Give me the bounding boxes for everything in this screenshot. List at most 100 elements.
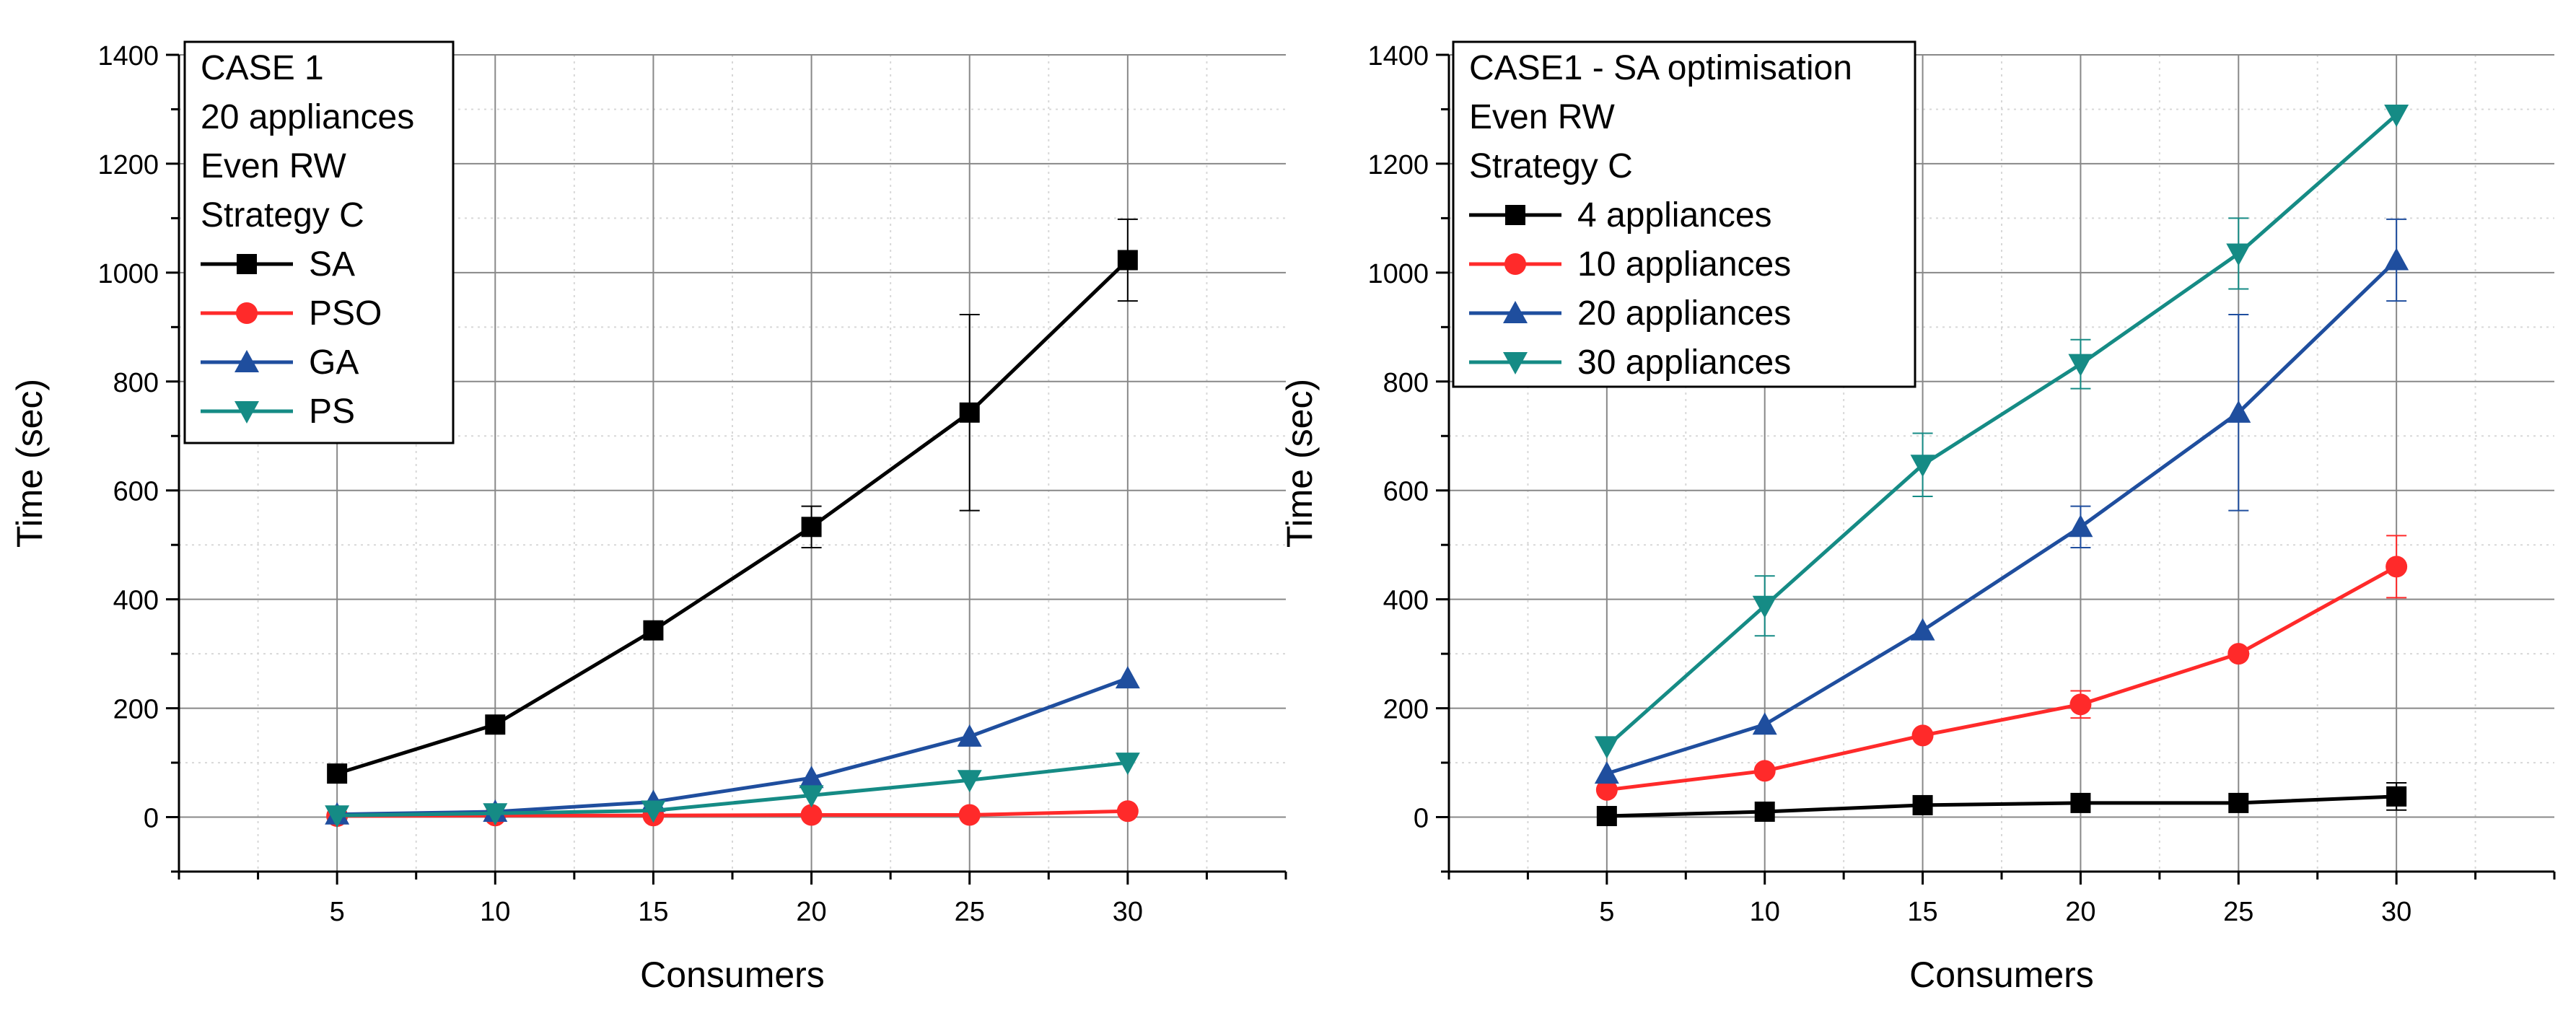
y-tick-label: 1200 [97, 150, 159, 180]
legend-swatch-marker [1504, 253, 1526, 275]
y-tick-label: 600 [1383, 477, 1429, 507]
legend-header-text: Even RW [1469, 98, 1616, 136]
data-point [2069, 693, 2092, 716]
legend-header-text: CASE1 - SA optimisation [1469, 49, 1852, 87]
data-point [1117, 250, 1138, 271]
x-tick-label: 30 [2381, 897, 2411, 927]
legend-swatch-marker [236, 302, 258, 324]
y-tick-label: 200 [113, 695, 159, 725]
data-point [799, 766, 824, 789]
y-tick-label: 400 [113, 586, 159, 616]
y-axis-title: Time (sec) [9, 379, 50, 548]
legend-item: 30 appliances [1469, 343, 1791, 382]
x-tick-label: 5 [1599, 897, 1614, 927]
legend-label: 10 appliances [1577, 245, 1791, 284]
y-tick-label: 0 [144, 804, 159, 834]
legend: CASE 1 20 appliances Even RW Strategy C SA PS… [183, 40, 455, 444]
legend-swatch-marker [1503, 352, 1528, 374]
series-line [1606, 794, 2397, 818]
chart-1: 5 10 15 20 25 30 0 200 400 600 800 1000 1200 1400 Cons… [9, 40, 1287, 995]
data-point [2386, 556, 2408, 578]
data-point [1753, 760, 1776, 782]
x-tick-label: 15 [1907, 897, 1937, 927]
series-line [337, 809, 1128, 818]
legend-label: PSO [309, 294, 382, 333]
y-tick-label: 200 [1383, 695, 1429, 725]
x-axis-title: Consumers [640, 955, 825, 995]
legend-header-text: 20 appliances [201, 98, 414, 136]
y-tick-label: 800 [1383, 368, 1429, 398]
legend-label: PS [309, 393, 355, 431]
series-line [337, 760, 1129, 817]
data-point [1912, 794, 1933, 815]
legend-box [183, 40, 455, 444]
series-10-appliances [1595, 535, 2408, 801]
x-tick-label: 10 [480, 897, 510, 927]
legend-label: GA [309, 343, 359, 382]
data-point [800, 804, 823, 826]
data-point [1596, 806, 1617, 827]
data-point [2068, 514, 2093, 538]
legend-header-text: CASE 1 [201, 49, 324, 87]
data-point [1594, 761, 1619, 784]
series-ps [325, 753, 1140, 828]
data-point [957, 770, 982, 793]
series-sa [327, 218, 1138, 784]
legend-swatch-marker [237, 254, 257, 274]
legend-header-text: Even RW [201, 147, 347, 185]
data-point [1910, 618, 1935, 641]
legend-label: 20 appliances [1577, 294, 1791, 333]
data-point [643, 620, 664, 641]
x-tick-label: 30 [1113, 897, 1143, 927]
x-tick-label: 20 [796, 897, 826, 927]
data-point [325, 805, 350, 828]
series-line [1606, 565, 2398, 792]
data-point [2227, 643, 2250, 665]
legend-label: 30 appliances [1577, 343, 1791, 382]
legend-item: PS [201, 393, 355, 431]
legend-item: SA [201, 245, 355, 284]
legend-label: 4 appliances [1577, 196, 1772, 234]
data-point [799, 785, 824, 808]
data-point [2068, 354, 2093, 377]
series-line [1605, 113, 2398, 748]
data-point [1115, 753, 1140, 776]
chart-2: 5 10 15 20 25 30 0 200 400 600 800 1000 1200 1400 Cons… [1279, 40, 2556, 995]
y-tick-label: 1000 [97, 259, 159, 289]
data-point [1752, 712, 1777, 735]
legend-item: PSO [201, 294, 382, 333]
data-point [801, 517, 822, 538]
y-tick-label: 800 [113, 368, 159, 398]
data-point [2384, 105, 2409, 128]
data-point [2226, 243, 2251, 266]
y-tick-label: 1200 [1367, 150, 1429, 180]
data-point [1911, 724, 1934, 747]
legend-swatch-marker [1503, 301, 1528, 323]
data-point [327, 763, 348, 784]
data-point [957, 724, 982, 747]
x-tick-label: 20 [2065, 897, 2095, 927]
legend-swatch-marker [1505, 205, 1525, 225]
legend-item: 10 appliances [1469, 245, 1791, 284]
x-tick-label: 25 [2223, 897, 2253, 927]
y-tick-label: 0 [1414, 804, 1429, 834]
series-30-appliances [1594, 105, 2409, 759]
legend-label: SA [309, 245, 355, 284]
data-point [1754, 801, 1775, 822]
series-20-appliances [1594, 218, 2409, 784]
y-tick-label: 600 [113, 477, 159, 507]
data-point [641, 800, 666, 823]
x-tick-label: 5 [330, 897, 345, 927]
data-point [2384, 247, 2409, 271]
x-axis-title: Consumers [1909, 955, 2094, 995]
data-point [2228, 792, 2249, 813]
data-point [1595, 779, 1618, 801]
legend-swatch-marker [235, 401, 259, 424]
data-point [958, 804, 981, 826]
series-4-appliances [1596, 781, 2407, 827]
data-point [483, 803, 508, 826]
data-point [1594, 736, 1619, 759]
series-line [336, 258, 1129, 776]
data-point [1115, 666, 1140, 689]
legend-header-text: Strategy C [1469, 147, 1633, 185]
